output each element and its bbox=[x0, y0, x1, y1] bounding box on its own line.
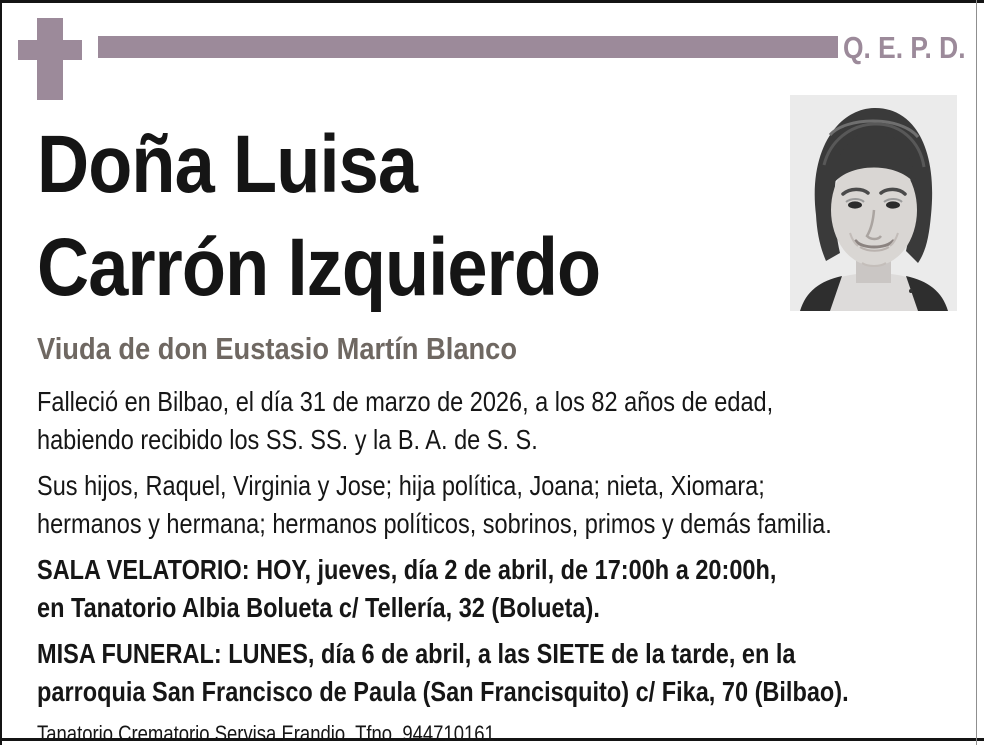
funeral-paragraph: MISA FUNERAL: LUNES, día 6 de abril, a l… bbox=[37, 638, 849, 707]
scan-border-left bbox=[0, 0, 2, 745]
header-rule bbox=[98, 36, 838, 58]
scan-border-top bbox=[0, 0, 984, 3]
notice-text-column: Doña Luisa Carrón Izquierdo Viuda de don… bbox=[37, 0, 947, 748]
qepd-label: Q. E. P. D. bbox=[843, 30, 966, 65]
relation-line: Viuda de don Eustasio Martín Blanco bbox=[37, 331, 517, 366]
funeral-home-contact: Tanatorio Crematorio Servisa Erandio. Tf… bbox=[37, 721, 500, 746]
deceased-name: Doña Luisa Carrón Izquierdo bbox=[37, 119, 601, 313]
cross-icon-horizontal-arm bbox=[18, 40, 82, 60]
portrait-photo bbox=[790, 95, 957, 311]
family-paragraph: Sus hijos, Raquel, Virginia y Jose; hija… bbox=[37, 470, 832, 539]
wake-paragraph: SALA VELATORIO: HOY, jueves, día 2 de ab… bbox=[37, 554, 777, 623]
scan-border-bottom bbox=[0, 738, 984, 741]
scan-border-right bbox=[976, 0, 977, 745]
death-notice-paragraph: Falleció en Bilbao, el día 31 de marzo d… bbox=[37, 386, 774, 455]
